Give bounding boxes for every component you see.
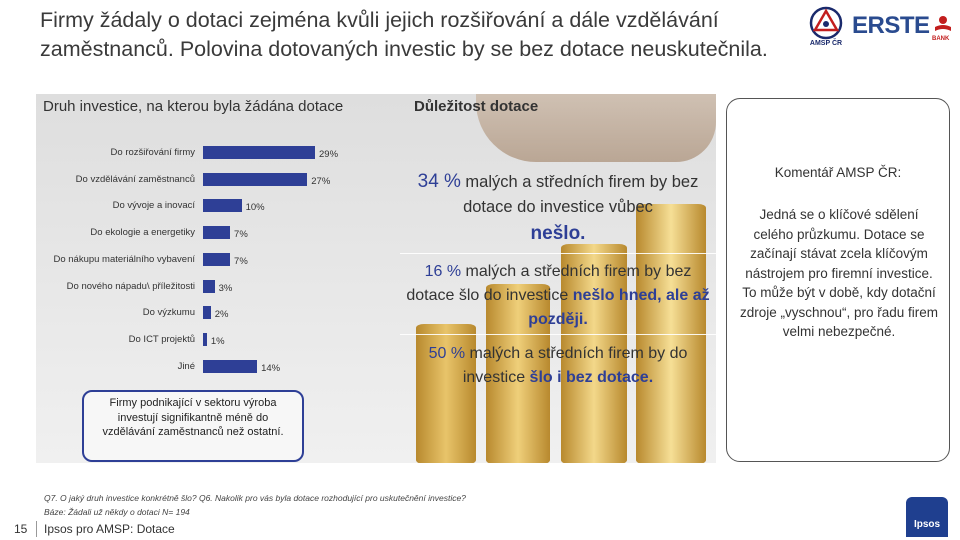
bar-value-label: 7% [234,229,248,241]
importance-item-1: 34 % malých a středních firem by bez dot… [400,170,716,248]
footer-divider [36,521,37,537]
bar-value-label: 3% [218,282,233,294]
importance-highlight: nešlo hned, ale až později. [528,287,710,328]
footer-source: Ipsos pro AMSP: Dotace [44,522,175,536]
bar-category-label: Do nákupu materiálního vybavení [53,253,195,265]
erste-s-icon [935,16,951,31]
bar [203,279,215,293]
coin-stack [416,324,476,463]
separator-line [400,253,716,254]
bar-value-label: 29% [319,149,339,160]
importance-text: malých a středních firem by bez dotace š… [406,263,692,304]
bar [203,252,231,266]
coins-background-image [36,94,716,463]
sector-callout: Firmy podnikající v sektoru výroba inves… [82,390,304,462]
importance-highlight: šlo i bez dotace. [529,369,654,386]
bar-category-label: Do rozšiřování firmy [110,147,195,158]
coin-stack [561,244,627,463]
amsp-logo-text: AMSP ČR [809,40,843,47]
bar-category-label: Do nového nápadu\ příležitosti [66,280,195,292]
bar [203,306,211,320]
erste-bank-label: BANK [932,36,950,42]
bar [203,146,315,159]
hand-graphic [476,94,716,162]
slide-title: Firmy žádaly o dotaci zejména kvůli jeji… [40,8,768,61]
separator-line [400,334,716,335]
bar-category-label: Do vzdělávání zaměstnanců [75,173,195,185]
importance-pct: 16 % [424,263,462,280]
importance-item-3: 50 % malých a středních firem by do inve… [400,342,716,390]
ipsos-logo-text: Ipsos [913,519,941,530]
footnote: Q7. O jaký druh investice konkrétně šlo?… [44,491,466,519]
comment-body: Jedná se o klíčové sdělení celého průzku… [739,207,939,339]
importance-pct: 34 % [417,171,461,192]
importance-heading: Důležitost dotace [414,98,539,115]
ipsos-logo [906,497,948,537]
erste-logo: ERSTE [852,12,930,39]
bar [203,172,308,186]
coin-stack [636,204,706,463]
importance-text: malých a středních firem by bez dotace d… [463,173,699,216]
importance-highlight: nešlo. [530,223,586,244]
bar-value-label: 14% [261,362,281,374]
chart-title: Druh investice, na kterou byla žádána do… [43,98,344,115]
importance-text: malých a středních firem by do investice [462,345,688,386]
bar-value-label: 2% [214,309,229,321]
bar-value-label: 7% [234,255,248,267]
bar-value-label: 1% [210,335,225,347]
bar-category-label: Jiné [177,360,195,372]
amsp-comment-box: Komentář AMSP ČR: Jedná se o klíčové sdě… [726,98,950,462]
footnote-questions: Q7. O jaký druh investice konkrétně šlo?… [44,493,466,503]
bar [203,359,258,373]
importance-item-2: 16 % malých a středních firem by bez dot… [400,260,716,332]
coin-stack [486,284,550,463]
page-number: 15 [14,522,28,536]
bar [203,226,231,240]
bar [203,199,242,213]
bar-category-label: Do vývoje a inovací [112,200,195,212]
bar-category-label: Do ekologie a energetiky [90,227,195,239]
footnote-base: Báze: Žádali už někdy o dotaci N= 194 [44,507,190,517]
amsp-logo-icon [809,6,843,40]
bar [203,332,207,346]
bar-category-label: Do ICT projektů [128,333,195,345]
bar-category-label: Do výzkumu [142,307,195,319]
bar-value-label: 10% [245,202,265,214]
comment-title: Komentář AMSP ČR: [774,165,902,180]
importance-pct: 50 % [428,345,466,362]
bar-value-label: 27% [311,175,331,187]
